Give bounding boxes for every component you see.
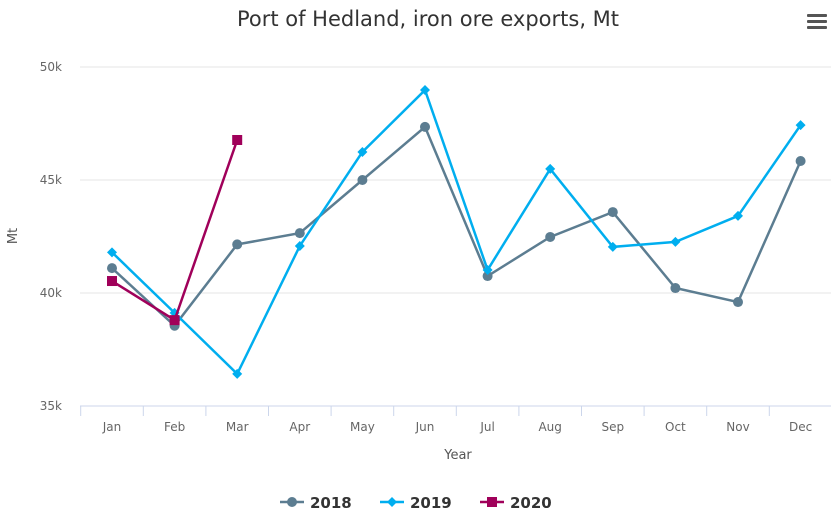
data-point-2020 [232, 134, 243, 145]
data-point-2019 [607, 241, 618, 252]
data-point-2019 [107, 247, 117, 258]
x-tick-label: May [350, 420, 375, 434]
data-point-2019 [733, 210, 743, 221]
x-tick-label: Mar [226, 420, 249, 434]
data-point-2019 [420, 85, 430, 96]
x-tick-label: Apr [289, 420, 310, 434]
legend-marker [287, 497, 297, 507]
x-tick-label: Jul [479, 420, 494, 434]
legend-item-2019[interactable]: 2019 [410, 494, 452, 512]
data-point-2019 [357, 146, 368, 157]
x-axis-label: Year [443, 448, 472, 463]
y-tick-label: 35k [40, 399, 62, 413]
series-line-2018 [111, 124, 802, 328]
data-point-2019 [232, 368, 243, 379]
data-point-2018 [795, 156, 806, 167]
data-point-2018 [357, 175, 368, 185]
y-tick-label: 40k [40, 286, 62, 300]
data-point-2018 [607, 207, 618, 218]
data-point-2019 [795, 120, 806, 131]
y-tick-label: 45k [40, 173, 62, 187]
data-point-2018 [733, 297, 743, 308]
data-point-2018 [420, 121, 430, 132]
x-tick-label: Sep [601, 420, 624, 434]
data-point-2020 [169, 315, 180, 326]
data-point-2018 [232, 239, 243, 250]
x-tick-label: Oct [665, 420, 686, 434]
legend-item-2020[interactable]: 2020 [510, 494, 552, 512]
data-point-2019 [294, 240, 305, 251]
x-tick-label: Dec [789, 420, 812, 434]
x-tick-label: Feb [164, 420, 185, 434]
data-point-2018 [294, 228, 305, 239]
data-point-2019 [482, 264, 493, 275]
hamburger-menu-icon[interactable] [807, 14, 827, 32]
series-line-2019 [111, 87, 802, 377]
legend-item-2018[interactable]: 2018 [310, 494, 352, 512]
x-tick-label: Jan [102, 420, 122, 434]
data-point-2020 [107, 276, 117, 287]
data-point-2018 [670, 283, 681, 294]
chart-title: Port of Hedland, iron ore exports, Mt [237, 7, 619, 31]
y-tick-label: 50k [40, 60, 62, 74]
data-point-2018 [482, 271, 493, 282]
legend-marker [387, 497, 397, 507]
x-tick-label: Aug [538, 420, 561, 434]
y-axis-label: Mt [6, 228, 21, 244]
data-point-2018 [545, 231, 556, 242]
legend-marker [487, 497, 497, 507]
x-tick-label: Jun [415, 420, 435, 434]
data-point-2019 [670, 236, 681, 247]
x-tick-label: Nov [726, 420, 749, 434]
data-point-2019 [545, 163, 556, 174]
data-point-2018 [107, 263, 117, 274]
